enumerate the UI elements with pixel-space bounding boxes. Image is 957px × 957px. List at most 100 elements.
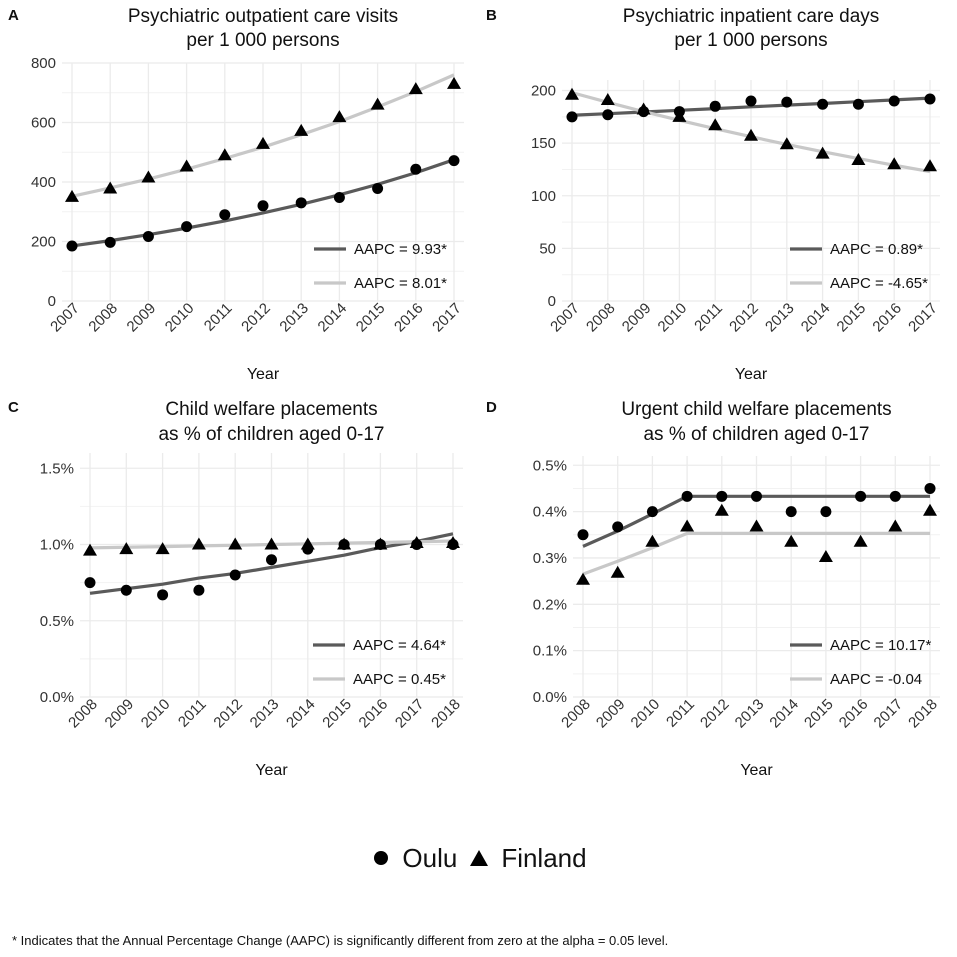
inset-legend-label: AAPC = 0.89*: [830, 241, 923, 258]
point-finland: [65, 189, 79, 202]
point-oulu: [888, 95, 900, 107]
y-tick-label: 200: [531, 83, 556, 100]
point-oulu: [577, 529, 589, 541]
y-tick-label: 50: [539, 240, 556, 257]
data-points: [65, 76, 461, 252]
point-finland: [119, 542, 134, 555]
x-tick-label: 2018: [905, 696, 941, 732]
y-tick-label: 0.5%: [40, 613, 74, 630]
point-finland: [408, 82, 423, 95]
point-finland: [779, 137, 794, 150]
point-oulu: [889, 490, 901, 502]
point-oulu: [745, 95, 757, 107]
x-tick-label: 2009: [124, 300, 160, 336]
point-oulu: [924, 482, 936, 494]
inset-legend: AAPC = 10.17* AAPC = -0.04: [790, 637, 931, 688]
inset-legend-label: AAPC = -0.04: [830, 671, 922, 688]
point-finland: [784, 534, 799, 547]
x-tick-label: 2016: [391, 300, 427, 336]
point-finland: [672, 109, 687, 122]
x-tick-label: 2013: [276, 300, 312, 336]
panel-c: 0.0% 0.5% 1.0% 1.5% 2008 2009 2010 2011 2012 2013…: [0, 390, 478, 790]
fit-line-oulu: [71, 158, 455, 248]
point-oulu: [448, 155, 460, 167]
point-finland: [818, 550, 833, 563]
x-tick-label: 2010: [138, 696, 174, 732]
x-tick-label: 2018: [428, 696, 464, 732]
x-tick-label: 2016: [836, 696, 872, 732]
point-finland: [576, 572, 590, 585]
panel-c-chart: 0.0%0.5%1.0%1.5%2008 2009 2010 2011 2012 2013…: [8, 399, 464, 779]
x-tick-label: 2014: [283, 696, 319, 732]
y-tick-label: 0.1%: [533, 643, 567, 660]
point-oulu: [84, 577, 96, 589]
y-tick-label: 0.2%: [533, 596, 567, 613]
footnote: * Indicates that the Annual Percentage C…: [12, 933, 669, 948]
point-finland: [447, 76, 461, 89]
y-tick-label: 200: [31, 234, 56, 251]
triangle-marker-icon: [470, 850, 489, 866]
inset-legend-label: AAPC = 10.17*: [830, 637, 931, 654]
legend-label-finland: Finland: [501, 842, 587, 873]
point-finland: [300, 537, 315, 550]
x-tick-label: 2015: [319, 696, 355, 732]
y-tick-label: 0.5%: [533, 457, 567, 474]
panel-title-line: per 1 000 persons: [186, 30, 339, 51]
point-finland: [749, 519, 764, 532]
x-tick-label: 2011: [691, 300, 726, 335]
point-oulu: [266, 554, 277, 566]
inset-legend-label: AAPC = -4.65*: [830, 275, 928, 292]
point-oulu: [566, 111, 578, 123]
point-oulu: [157, 589, 169, 601]
circle-marker-icon: [374, 851, 389, 865]
x-tick-label: 2011: [175, 696, 210, 731]
point-finland: [600, 92, 615, 105]
y-tick-label: 0.4%: [533, 504, 567, 521]
panel-title-line: Child welfare placements: [165, 399, 377, 420]
inset-legend-label: AAPC = 4.64*: [353, 637, 446, 654]
x-tick-label: 2010: [162, 300, 198, 336]
point-oulu: [410, 163, 422, 175]
point-oulu: [924, 93, 936, 105]
point-finland: [103, 181, 118, 194]
inset-legend-label: AAPC = 0.45*: [353, 671, 446, 688]
point-oulu: [781, 96, 793, 108]
point-oulu: [602, 109, 614, 121]
point-finland: [610, 565, 625, 578]
x-tick-label: 2011: [663, 696, 698, 731]
point-finland: [446, 535, 460, 548]
panel-label: A: [8, 7, 19, 24]
point-oulu: [229, 569, 241, 581]
point-finland: [217, 148, 232, 161]
panel-b: 0 50 100 150 200 2007 2008 2009 2010 2011 2012 2013…: [478, 0, 957, 390]
point-finland: [155, 542, 170, 555]
point-finland: [83, 543, 97, 556]
y-tick-label: 150: [531, 135, 556, 152]
x-tick-label: 2017: [871, 696, 907, 732]
y-tick-label: 0.0%: [533, 689, 567, 706]
point-finland: [815, 146, 830, 159]
point-oulu: [681, 490, 693, 502]
point-finland: [409, 535, 424, 548]
point-finland: [191, 537, 206, 550]
point-finland: [373, 537, 388, 550]
y-tick-label: 800: [31, 55, 56, 72]
point-oulu: [181, 221, 193, 233]
point-oulu: [820, 506, 832, 518]
inset-legend-label: AAPC = 9.93*: [354, 241, 447, 258]
x-tick-label: 2013: [247, 696, 283, 732]
point-finland: [923, 159, 937, 172]
panel-label: C: [8, 399, 19, 416]
x-tick-label: 2016: [356, 696, 392, 732]
inset-legend: AAPC = 4.64* AAPC = 0.45*: [313, 637, 446, 688]
point-finland: [264, 537, 279, 550]
x-tick-label: 2013: [732, 696, 768, 732]
data-points: [83, 535, 460, 601]
x-tick-label: 2009: [102, 696, 138, 732]
x-tick-label: 2010: [628, 696, 664, 732]
point-oulu: [333, 191, 345, 203]
point-oulu: [612, 521, 624, 533]
point-oulu: [372, 183, 384, 195]
point-finland: [744, 128, 758, 141]
